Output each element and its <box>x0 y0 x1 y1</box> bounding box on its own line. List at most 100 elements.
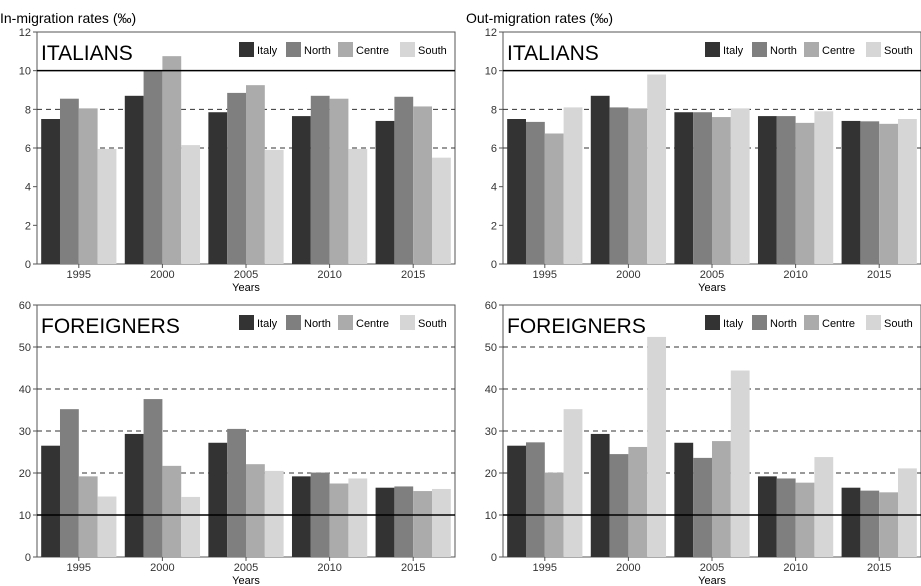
legend-swatch-italy <box>705 42 720 57</box>
y-tick-label: 6 <box>25 143 31 155</box>
legend-label-centre: Centre <box>356 45 389 57</box>
x-tick-label: 2010 <box>783 269 807 281</box>
y-tick-label: 0 <box>491 552 497 564</box>
bar-italy-2000 <box>590 433 610 557</box>
y-tick-label: 40 <box>19 384 31 396</box>
chart-panel-3: 0 10 20 30 40 50 60 1995 2000 2005 2010 2015 Years FO… <box>19 300 456 586</box>
bar-centre-2000 <box>628 108 648 264</box>
bar-centre-2015 <box>413 491 433 557</box>
y-tick-label: 12 <box>19 27 31 39</box>
panel-label: ITALIANS <box>41 42 133 65</box>
bar-italy-2000 <box>124 95 144 264</box>
x-axis-label: Years <box>232 575 260 586</box>
chart-title: In-migration rates (‰) <box>0 10 136 26</box>
chart-title: Out-migration rates (‰) <box>466 10 613 26</box>
bar-north-2015 <box>860 490 880 557</box>
bar-north-2015 <box>394 486 414 557</box>
bar-italy-2005 <box>674 112 694 264</box>
chart-panel-1: In-migration rates (‰) 0 2 4 6 8 10 12 1995 2000 2… <box>0 10 456 294</box>
legend-swatch-south <box>866 315 881 330</box>
bar-south-2005 <box>730 370 750 557</box>
chart-panel-2: Out-migration rates (‰) 0 2 4 6 8 10 12 1995 2000… <box>466 10 921 294</box>
bar-italy-2000 <box>124 433 144 557</box>
y-tick-label: 60 <box>485 300 497 312</box>
panel-label: FOREIGNERS <box>507 315 646 338</box>
legend-swatch-centre <box>338 42 353 57</box>
bar-south-2000 <box>181 496 201 557</box>
bar-centre-1995 <box>544 133 564 264</box>
legend-swatch-south <box>400 315 415 330</box>
bar-italy-2015 <box>375 120 395 264</box>
bar-centre-2015 <box>879 123 899 264</box>
x-tick-label: 1995 <box>533 269 557 281</box>
legend-swatch-north <box>752 42 767 57</box>
bar-south-1995 <box>563 107 583 265</box>
bar-italy-2005 <box>208 112 228 264</box>
bar-italy-2000 <box>590 95 610 264</box>
x-tick-label: 2010 <box>317 269 341 281</box>
legend-swatch-italy <box>239 42 254 57</box>
bar-centre-2010 <box>329 98 349 264</box>
x-tick-label: 2000 <box>150 562 174 574</box>
bar-centre-2005 <box>246 464 265 557</box>
legend-swatch-centre <box>804 315 819 330</box>
y-tick-label: 2 <box>491 220 497 232</box>
bar-south-1995 <box>97 496 117 557</box>
y-tick-label: 8 <box>25 104 31 116</box>
bar-south-2005 <box>264 470 284 557</box>
y-tick-label: 30 <box>19 426 31 438</box>
bar-centre-2000 <box>162 465 182 557</box>
y-tick-label: 60 <box>19 300 31 312</box>
legend-swatch-north <box>286 42 301 57</box>
y-tick-label: 40 <box>485 384 497 396</box>
x-tick-label: 2015 <box>401 562 425 574</box>
bar-centre-2000 <box>628 446 648 557</box>
y-tick-label: 8 <box>491 104 497 116</box>
bar-italy-2010 <box>291 476 311 557</box>
x-tick-label: 2015 <box>401 269 425 281</box>
bar-centre-2010 <box>795 122 815 264</box>
x-tick-label: 1995 <box>533 562 557 574</box>
bar-centre-2005 <box>246 85 265 265</box>
x-tick-label: 1995 <box>67 269 91 281</box>
bar-south-2000 <box>647 74 667 265</box>
legend-swatch-italy <box>705 315 720 330</box>
legend: Italy North Centre South <box>705 42 913 57</box>
legend-swatch-centre <box>804 42 819 57</box>
y-tick-label: 20 <box>485 468 497 480</box>
legend-label-italy: Italy <box>723 45 744 57</box>
x-tick-label: 2005 <box>700 562 724 574</box>
bar-italy-1995 <box>507 119 526 264</box>
legend: Italy North Centre South <box>239 315 447 330</box>
x-axis-label: Years <box>698 282 726 294</box>
legend-label-south: South <box>884 45 913 57</box>
bar-south-2010 <box>348 478 368 557</box>
bar-centre-1995 <box>78 108 98 264</box>
chart-panel-4: 0 10 20 30 40 50 60 1995 2000 2005 2010 2015 Years FO… <box>485 300 921 586</box>
legend-label-italy: Italy <box>257 45 278 57</box>
x-axis-label: Years <box>232 282 260 294</box>
y-tick-label: 10 <box>485 510 497 522</box>
bar-south-2015 <box>432 488 451 557</box>
bar-centre-2015 <box>413 106 433 264</box>
bar-south-2005 <box>264 149 284 264</box>
bar-south-2010 <box>814 111 834 265</box>
x-tick-label: 1995 <box>67 562 91 574</box>
legend: Italy North Centre South <box>239 42 447 57</box>
bar-north-2000 <box>143 70 163 265</box>
y-tick-label: 4 <box>25 182 31 194</box>
panel-label: FOREIGNERS <box>41 315 180 338</box>
bar-centre-2010 <box>329 483 349 557</box>
y-tick-label: 10 <box>19 510 31 522</box>
bar-centre-2015 <box>879 492 899 557</box>
x-tick-label: 2000 <box>616 562 640 574</box>
y-tick-label: 10 <box>485 66 497 78</box>
bar-south-2000 <box>181 145 201 264</box>
bar-south-1995 <box>563 409 583 557</box>
x-tick-label: 2005 <box>234 562 258 574</box>
y-tick-label: 12 <box>485 27 497 39</box>
legend-swatch-north <box>752 315 767 330</box>
bar-north-1995 <box>525 121 545 265</box>
legend-label-centre: Centre <box>822 45 855 57</box>
legend-swatch-italy <box>239 315 254 330</box>
